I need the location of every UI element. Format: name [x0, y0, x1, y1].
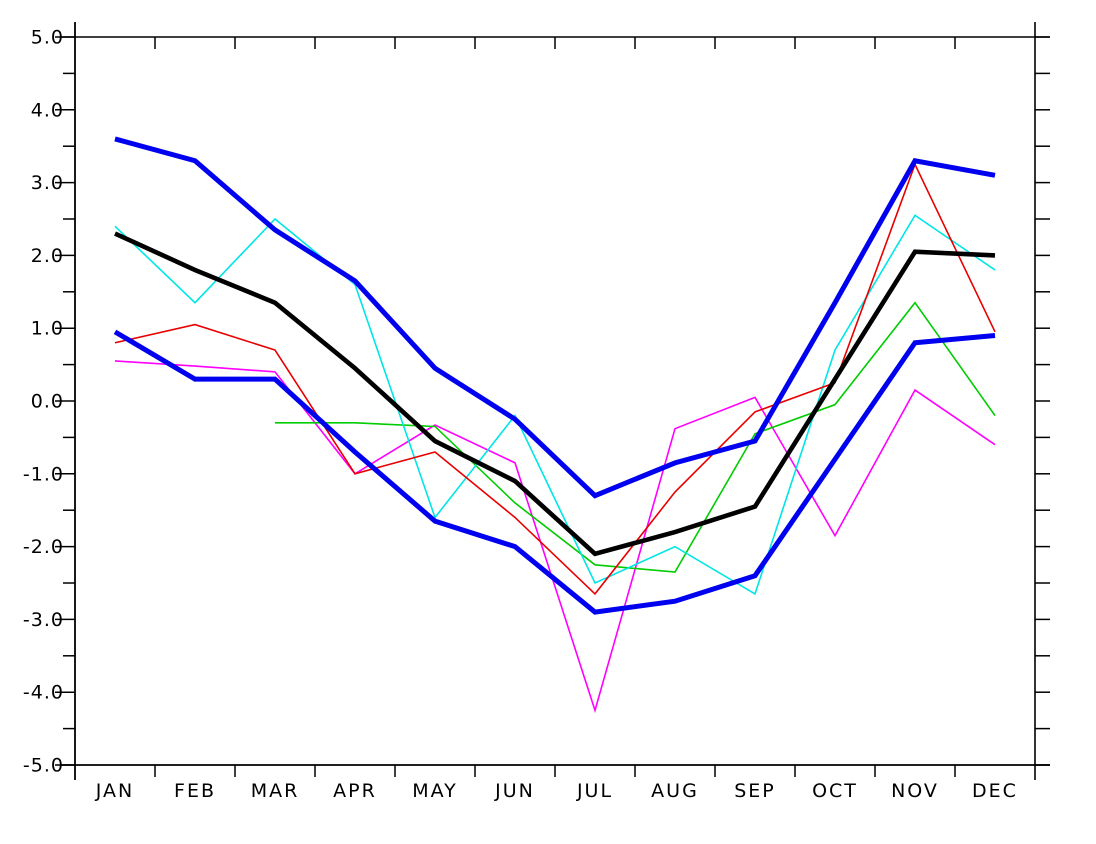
series-mean-line	[114, 231, 996, 557]
y-axis-label: 0.0	[31, 391, 64, 413]
x-axis-label: AUG	[651, 780, 699, 802]
x-axis-label: JAN	[95, 780, 134, 802]
x-axis-label: NOV	[891, 780, 939, 802]
x-axis-label: FEB	[174, 780, 216, 802]
y-axis-label: 5.0	[31, 27, 64, 49]
x-axis-label: JUL	[576, 780, 613, 802]
y-axis-label: -5.0	[23, 755, 64, 777]
x-axis-label: JUN	[494, 780, 535, 802]
x-axis-label: OCT	[812, 780, 858, 802]
x-axis-label: SEP	[734, 780, 776, 802]
y-axis-label: -4.0	[23, 682, 64, 704]
y-axis-label: -1.0	[23, 463, 64, 485]
series-green-member	[275, 301, 996, 573]
y-axis-label: 3.0	[31, 172, 64, 194]
series-red-member	[114, 162, 996, 596]
y-axis-label: -3.0	[23, 609, 64, 631]
x-axis-label: MAY	[412, 780, 458, 802]
x-axis-label: MAR	[251, 780, 300, 802]
series-envelope-lower	[113, 329, 996, 615]
y-axis-label: 4.0	[31, 99, 64, 121]
series-envelope-upper	[114, 136, 996, 499]
y-axis-label: 2.0	[31, 245, 64, 267]
x-axis-label: DEC	[972, 780, 1018, 802]
series-cyan-member	[114, 214, 996, 596]
series-magenta-member	[114, 360, 996, 714]
y-axis-label: -2.0	[23, 536, 64, 558]
x-axis-label: APR	[333, 780, 377, 802]
y-axis-label: 1.0	[31, 318, 64, 340]
